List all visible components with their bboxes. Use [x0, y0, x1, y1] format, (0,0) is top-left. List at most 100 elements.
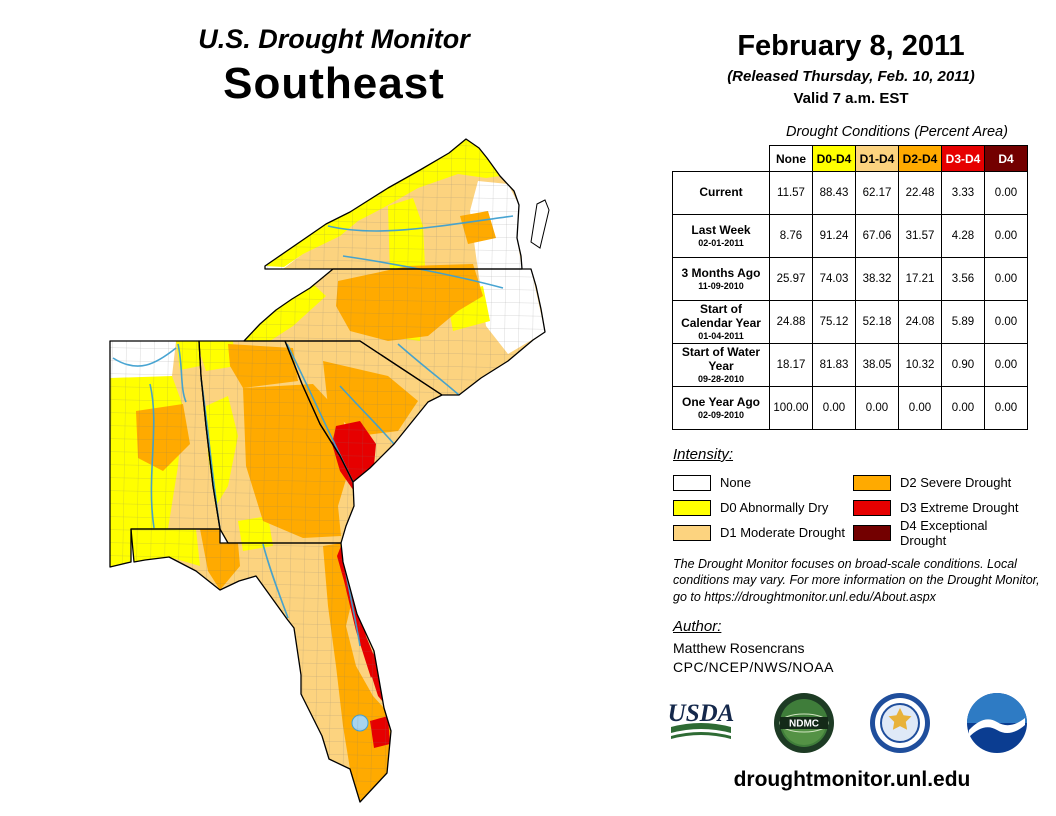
table-cell: 0.00: [984, 343, 1028, 387]
row-label-date: 02-09-2010: [697, 410, 745, 421]
row-label: 3 Months Ago 11-09-2010: [672, 257, 770, 301]
table-row-one-year-ago: One Year Ago 02-09-2010 100.00 0.00 0.00 …: [672, 386, 1028, 430]
legend-item-d4: D4 Exceptional Drought: [853, 517, 1033, 548]
table-cell: 24.08: [898, 300, 942, 344]
row-label-date: 02-01-2011: [698, 238, 744, 249]
legend-swatch-d0: [673, 499, 711, 516]
table-cell: 0.00: [898, 386, 942, 430]
table-cell: 52.18: [855, 300, 899, 344]
table-cell: 18.17: [769, 343, 813, 387]
row-label: Last Week 02-01-2011: [672, 214, 770, 258]
table-title: Drought Conditions (Percent Area): [786, 124, 1008, 140]
row-label: Start of Water Year 09-28-2010: [672, 343, 770, 387]
col-header-none: None: [769, 145, 813, 172]
table-cell: 38.32: [855, 257, 899, 301]
table-cell: 3.56: [941, 257, 985, 301]
commerce-seal-icon: [870, 693, 931, 753]
row-label: Current: [672, 171, 770, 215]
row-label-date: 09-28-2010: [697, 374, 745, 385]
table-row-last-week: Last Week 02-01-2011 8.76 91.24 67.06 31.…: [672, 214, 1028, 258]
table-header-row: None D0-D4 D1-D4 D2-D4 D3-D4 D4: [672, 145, 1028, 172]
table-cell: 0.90: [941, 343, 985, 387]
table-cell: 67.06: [855, 214, 899, 258]
ndmc-logo: NDMC: [773, 693, 834, 753]
drought-map-southeast: [109, 138, 550, 803]
legend-label: D1 Moderate Drought: [720, 525, 846, 540]
table-cell: 4.28: [941, 214, 985, 258]
table-cell: 62.17: [855, 171, 899, 215]
disclaimer-text: The Drought Monitor focuses on broad-sca…: [673, 557, 1040, 604]
legend-label: None: [720, 475, 752, 490]
table-row-3-months-ago: 3 Months Ago 11-09-2010 25.97 74.03 38.32…: [672, 257, 1028, 301]
valid-time: Valid 7 a.m. EST: [793, 90, 909, 107]
row-label-date: 01-04-2011: [698, 331, 744, 342]
legend-swatch-d4: [853, 524, 891, 541]
col-header-d0-d4: D0-D4: [812, 145, 856, 172]
drought-conditions-table: None D0-D4 D1-D4 D2-D4 D3-D4 D4 Current …: [672, 145, 1028, 430]
table-cell: 0.00: [984, 300, 1028, 344]
legend-label: D3 Extreme Drought: [900, 500, 1019, 515]
legend-item-d1: D1 Moderate Drought: [673, 520, 853, 545]
row-label-text: Start of Water Year: [681, 344, 761, 373]
table-row-start-calendar-year: Start of Calendar Year 01-04-2011 24.88 7…: [672, 300, 1028, 344]
row-label-text: Current: [699, 185, 743, 200]
legend-item-d3: D3 Extreme Drought: [853, 495, 1033, 520]
table-cell: 75.12: [812, 300, 856, 344]
ndmc-logo-text: NDMC: [789, 719, 819, 730]
table-cell: 74.03: [812, 257, 856, 301]
legend-label: D4 Exceptional Drought: [900, 517, 988, 548]
state-borders: [109, 138, 546, 803]
state-virginia: [264, 138, 523, 270]
table-cell: 0.00: [941, 386, 985, 430]
usda-logo-text: USDA: [668, 700, 735, 727]
report-title: U.S. Drought Monitor: [198, 24, 470, 54]
table-cell: 91.24: [812, 214, 856, 258]
author-organization: CPC/NCEP/NWS/NOAA: [673, 659, 834, 675]
state-alabama: [109, 340, 221, 568]
state-north-carolina: [243, 268, 546, 396]
released-date: (Released Thursday, Feb. 10, 2011): [727, 68, 975, 85]
table-cell: 0.00: [984, 214, 1028, 258]
table-cell: 5.89: [941, 300, 985, 344]
table-cell: 24.88: [769, 300, 813, 344]
author-heading: Author:: [673, 618, 722, 635]
table-cell: 0.00: [984, 386, 1028, 430]
legend-title: Intensity:: [673, 446, 734, 463]
row-label-text: Last Week: [691, 222, 751, 237]
legend-label: D0 Abnormally Dry: [720, 500, 829, 515]
row-label-text: One Year Ago: [681, 394, 761, 409]
legend-swatch-d2: [853, 474, 891, 491]
map-title-block: U.S. Drought Monitor Southeast: [118, 24, 550, 109]
usda-logo: USDA: [668, 700, 735, 739]
table-cell: 88.43: [812, 171, 856, 215]
table-cell: 0.00: [855, 386, 899, 430]
row-label-text: Start of Calendar Year: [681, 301, 761, 330]
region-title: Southeast: [223, 59, 445, 108]
table-cell: 8.76: [769, 214, 813, 258]
table-cell: 11.57: [769, 171, 813, 215]
legend-swatch-d3: [853, 499, 891, 516]
table-cell: 0.00: [984, 171, 1028, 215]
agency-logos: USDA NDMC: [664, 692, 1028, 754]
table-cell: 0.00: [984, 257, 1028, 301]
va-eastern-shore: [530, 199, 550, 249]
legend-swatch-none: [673, 474, 711, 491]
table-cell: 100.00: [769, 386, 813, 430]
row-label-date: 11-09-2010: [698, 281, 744, 292]
table-row-current: Current 11.57 88.43 62.17 22.48 3.33 0.0…: [672, 171, 1028, 215]
legend-item-none: None: [673, 470, 853, 495]
table-cell: 38.05: [855, 343, 899, 387]
table-cell: 10.32: [898, 343, 942, 387]
date-block: February 8, 2011 (Released Thursday, Feb…: [656, 30, 1046, 107]
table-cell: 31.57: [898, 214, 942, 258]
row-label: Start of Calendar Year 01-04-2011: [672, 300, 770, 344]
table-row-start-water-year: Start of Water Year 09-28-2010 18.17 81.8…: [672, 343, 1028, 387]
report-date: February 8, 2011: [737, 30, 965, 62]
table-cell: 22.48: [898, 171, 942, 215]
table-cell: 3.33: [941, 171, 985, 215]
table-cell: 25.97: [769, 257, 813, 301]
table-cell: 0.00: [812, 386, 856, 430]
table-cell: 81.83: [812, 343, 856, 387]
col-header-d1-d4: D1-D4: [855, 145, 899, 172]
